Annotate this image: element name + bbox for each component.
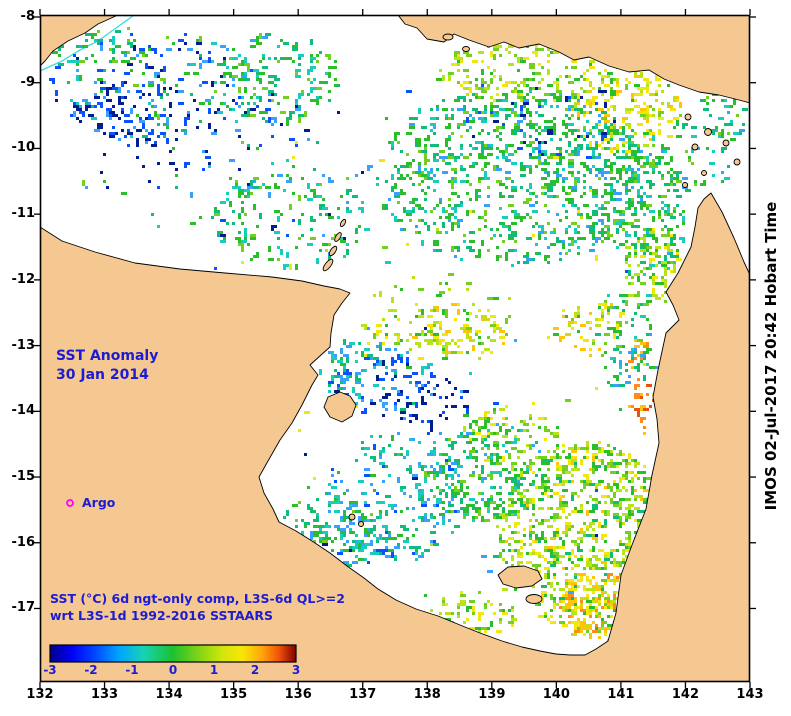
x-tick-label-139: 139 (478, 687, 506, 702)
x-tick-label-135: 135 (220, 687, 248, 702)
x-tick-label-136: 136 (284, 687, 312, 702)
landmass-new-guinea (397, 15, 750, 104)
bentinck-island (525, 594, 543, 604)
y-tick-label--8: -8 (20, 9, 35, 24)
colorbar-tick-label--1: -1 (125, 663, 139, 677)
islands-south-of-new-guinea (442, 33, 470, 52)
colorbar-tick-label--2: -2 (84, 663, 98, 677)
colorbar (49, 644, 297, 663)
y-tick-label--14: -14 (11, 403, 36, 419)
torres-strait-islands (682, 113, 741, 188)
x-tick-label-140: 140 (542, 687, 570, 702)
colorbar-tick-label-3: 3 (291, 663, 301, 677)
landmass-top-left-islands (40, 15, 119, 67)
land-group (40, 15, 750, 682)
groote-eylandt-island (323, 391, 357, 423)
argo-legend-label: Argo (82, 495, 116, 510)
colorbar-gradient (49, 644, 297, 663)
y-tick-label--11: -11 (11, 206, 36, 222)
mornington-island (497, 565, 543, 589)
plot-frame (39, 14, 751, 683)
x-tick-label-141: 141 (607, 687, 635, 702)
y-tick-label--17: -17 (11, 600, 36, 616)
plot-date: 30 Jan 2014 (56, 367, 149, 383)
x-tick-label-134: 134 (155, 687, 183, 702)
colorbar-tick-label-0: 0 (168, 663, 178, 677)
colorbar-tick-label-2: 2 (250, 663, 260, 677)
plot-title: SST Anomaly (56, 348, 159, 364)
y-tick-label--13: -13 (11, 337, 36, 353)
y-tick-label--16: -16 (11, 534, 36, 550)
landmass-australia (40, 192, 750, 682)
x-tick-label-133: 133 (90, 687, 119, 702)
sst-anomaly-pixels (49, 27, 748, 642)
y-tick-label--15: -15 (11, 469, 36, 485)
wessel-islands (322, 218, 347, 272)
caption-line-1: SST (°C) 6d ngt-only comp, L3S-6d QL>=2 (50, 591, 345, 606)
y-tick-label--10: -10 (11, 140, 36, 156)
x-tick-label-138: 138 (413, 687, 441, 702)
axis-ticks (34, 9, 756, 688)
y-tick-label--12: -12 (11, 271, 36, 287)
pellew-islands (348, 513, 364, 527)
caption-line-2: wrt L3S-1d 1992-2016 SSTAARS (50, 608, 273, 623)
x-tick-label-143: 143 (736, 687, 764, 702)
colorbar-tick-label--3: -3 (43, 663, 57, 677)
colorbar-tick-label-1: 1 (209, 663, 219, 677)
x-tick-label-137: 137 (349, 687, 377, 702)
argo-float-marker (66, 499, 74, 507)
y-tick-label--9: -9 (20, 74, 35, 90)
x-tick-label-132: 132 (26, 687, 54, 702)
timestamp-credit: IMOS 02-Jul-2017 20:42 Hobart Time (762, 201, 780, 511)
x-tick-label-142: 142 (671, 687, 700, 702)
